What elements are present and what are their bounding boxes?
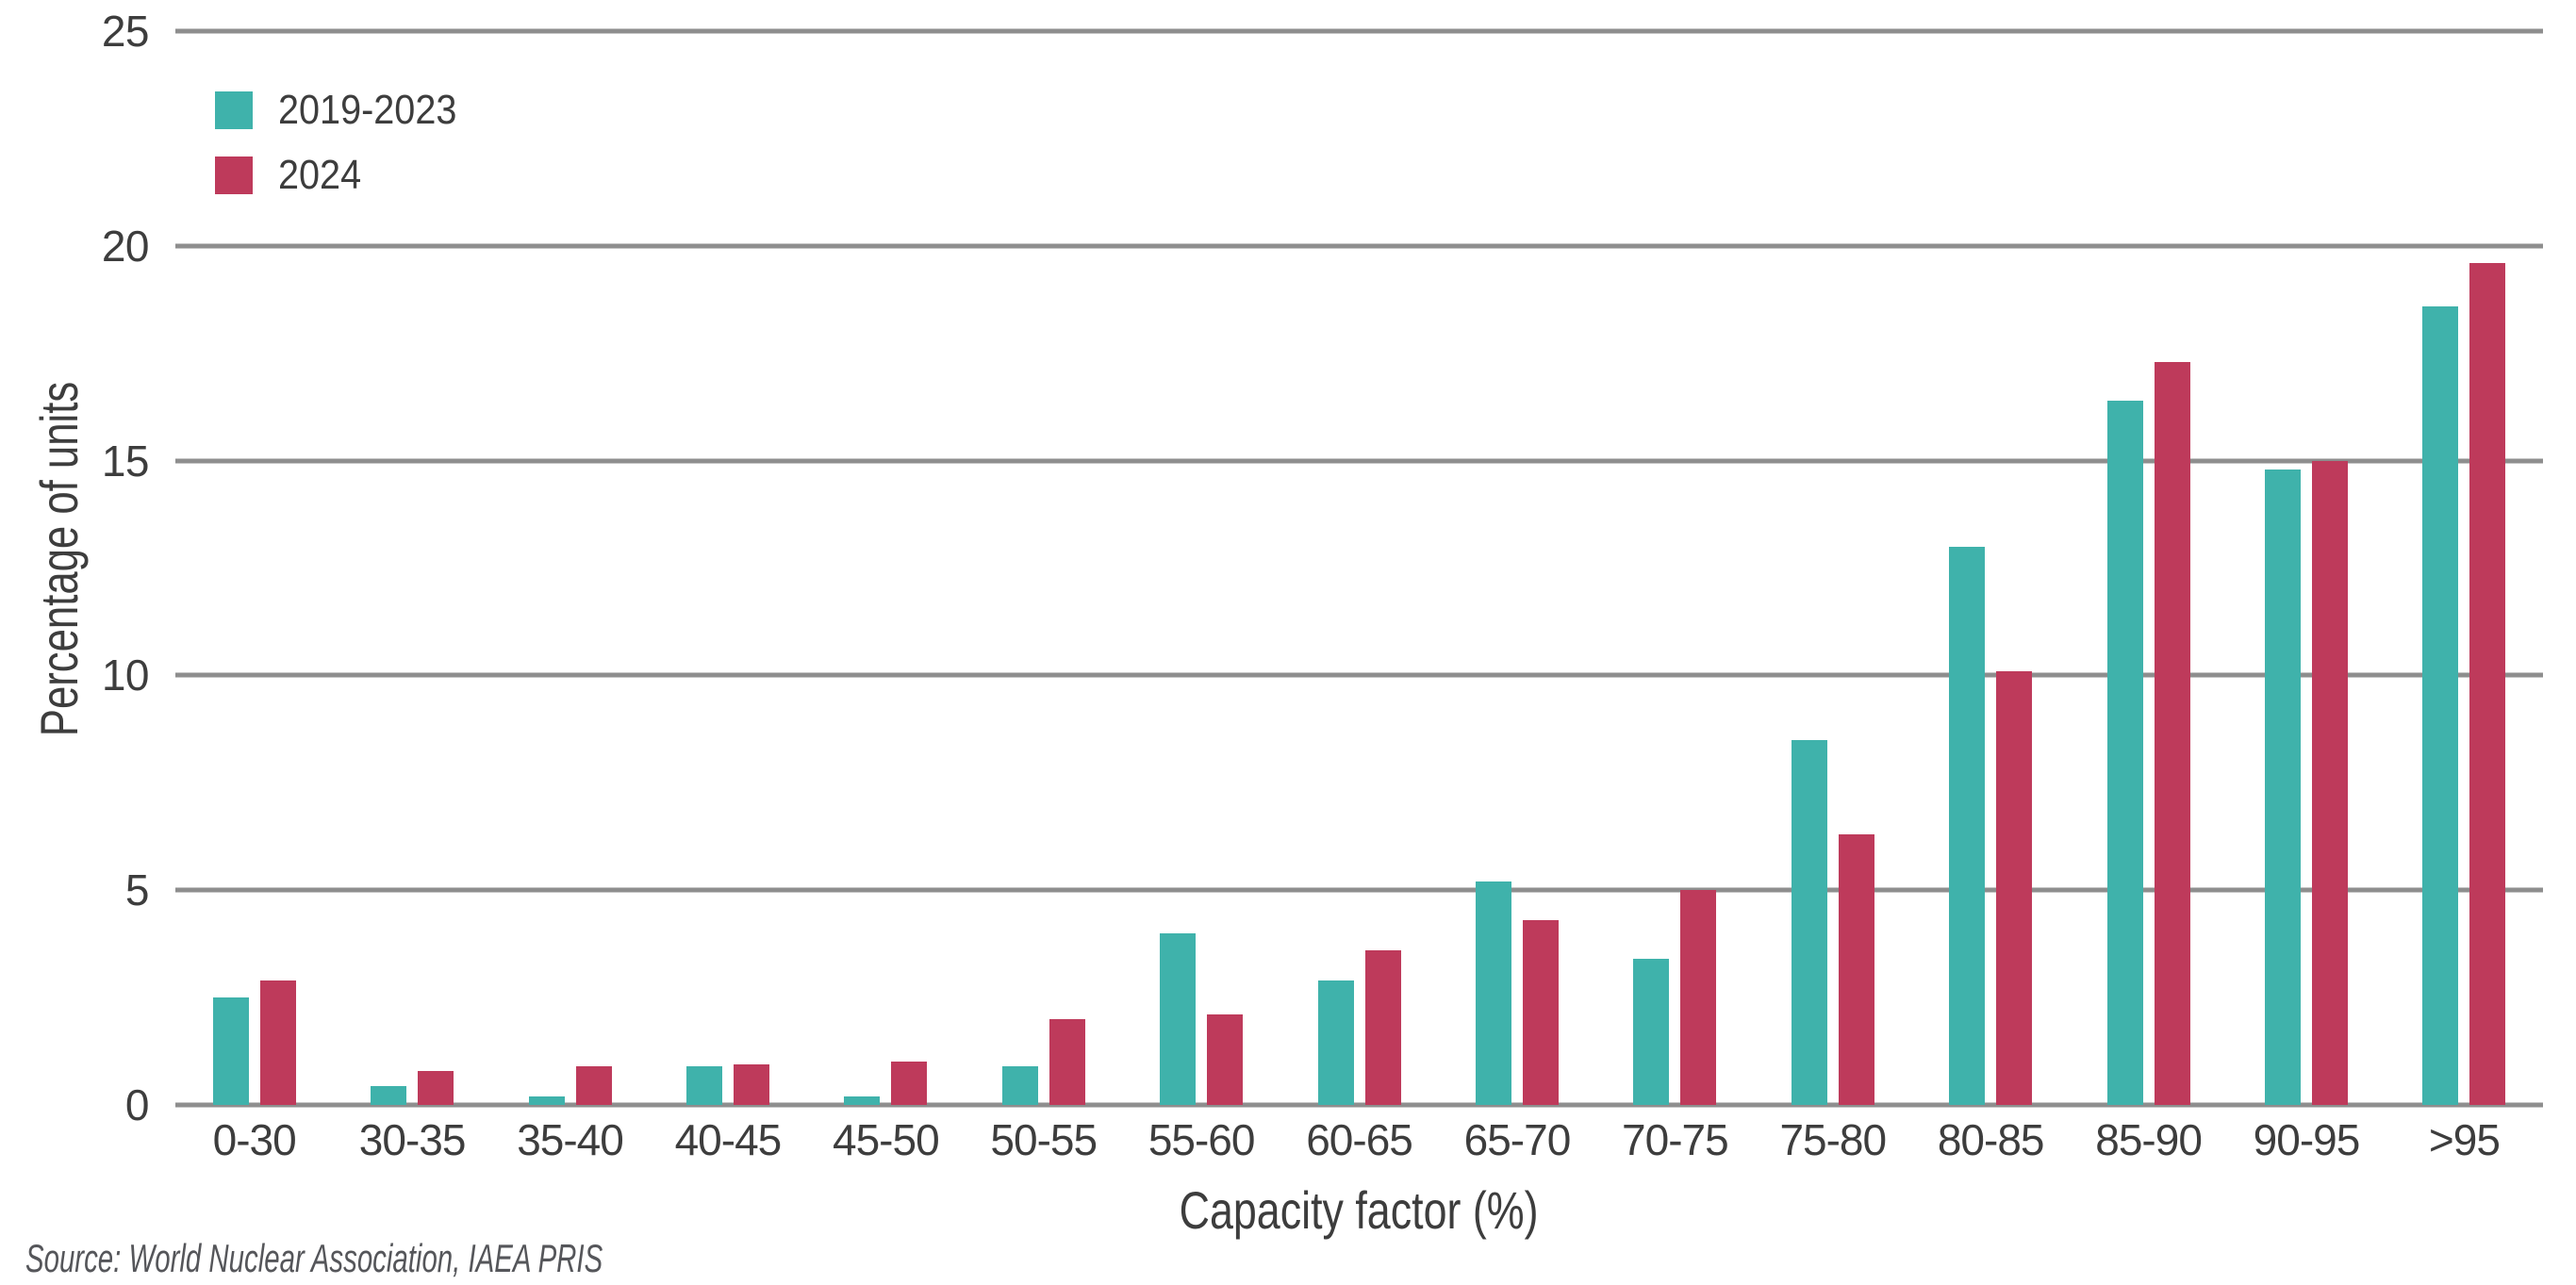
bar-2019-2023->95 [2422,305,2459,1105]
bar-2019-2023-50-55 [1001,1066,1038,1105]
bar-groups [175,31,2543,1105]
gridline-y-5 [175,887,2543,893]
y-tick-label-25: 25 [101,7,150,56]
gridline-y-20 [175,243,2543,249]
legend-swatch [215,157,253,194]
bar-2019-2023-45-50 [844,1096,881,1105]
bar-2019-2023-70-75 [1633,959,1670,1105]
x-axis-ticks: 0-30 30-35 35-40 40-45 45-50 50-55 55-60 60-65 6… [175,1118,2543,1161]
bar-group-80-85 [1911,31,2069,1105]
legend-item-2024: 2024 [215,155,476,196]
bar-2019-2023-60-65 [1317,980,1354,1105]
bar-2019-2023-30-35 [371,1085,407,1105]
source-note: Source: World Nuclear Association, IAEA … [25,1236,603,1280]
x-tick-label-65-70: 65-70 [1463,1115,1572,1164]
bar-group-35-40 [491,31,649,1105]
bar-2024-75-80 [1838,833,1874,1105]
bar-2024-50-55 [1049,1018,1085,1105]
legend-item-2019-2023: 2019-2023 [215,90,476,131]
gridline-y-15 [175,458,2543,464]
bar-2019-2023-55-60 [1160,932,1197,1105]
legend-swatch [215,91,253,129]
bar-2019-2023-85-90 [2106,400,2143,1105]
bar-2024-85-90 [2154,361,2190,1105]
bar-2024->95 [2469,263,2506,1105]
x-tick-label->95: >95 [2428,1115,2501,1164]
y-tick-label-20: 20 [101,221,150,271]
bar-2019-2023-35-40 [528,1096,565,1105]
bar-2019-2023-40-45 [685,1066,722,1105]
x-tick-label-45-50: 45-50 [833,1115,940,1164]
y-tick-label-10: 10 [101,651,150,700]
bar-2024-40-45 [733,1063,769,1105]
bar-2019-2023-0-30 [212,997,249,1105]
bar-2024-80-85 [1996,670,2033,1105]
gridline-y-10 [175,672,2543,678]
x-tick-label-35-40: 35-40 [517,1115,624,1164]
gridline-y-25 [175,28,2543,34]
bar-group-0-30 [175,31,333,1105]
x-tick-label-70-75: 70-75 [1622,1115,1729,1164]
bar-group-75-80 [1754,31,1911,1105]
y-tick-label-15: 15 [101,436,150,486]
x-tick-label-55-60: 55-60 [1148,1115,1256,1164]
x-tick-label-80-85: 80-85 [1937,1115,2045,1164]
x-tick-label-0-30: 0-30 [212,1115,297,1164]
x-tick-label-85-90: 85-90 [2095,1115,2203,1164]
y-axis-ticks: 25 20 15 10 5 0 [0,9,162,1127]
bar-group-85-90 [2070,31,2227,1105]
gridline-y-0 [175,1102,2543,1108]
bar-2024-45-50 [891,1062,928,1105]
bar-group-30-35 [333,31,490,1105]
x-tick-label-40-45: 40-45 [674,1115,783,1164]
x-tick-label-75-80: 75-80 [1779,1115,1887,1164]
bar-group->95 [2386,31,2543,1105]
bar-2024-0-30 [259,980,296,1105]
bar-2024-60-65 [1364,949,1401,1105]
bar-2024-65-70 [1522,920,1559,1105]
bar-2024-35-40 [575,1066,612,1105]
x-axis-title: Capacity factor (%) [1180,1180,1539,1240]
bar-group-40-45 [649,31,806,1105]
bar-2024-90-95 [2311,460,2348,1105]
bar-2024-70-75 [1680,890,1717,1105]
legend-label: 2019-2023 [278,87,457,133]
bar-2019-2023-75-80 [1791,739,1827,1105]
y-tick-label-5: 5 [124,865,150,915]
bar-group-70-75 [1596,31,1754,1105]
plot-area [175,28,2543,1108]
bar-group-90-95 [2227,31,2385,1105]
legend-label: 2024 [278,152,362,198]
bar-group-45-50 [807,31,965,1105]
x-tick-label-30-35: 30-35 [358,1115,467,1164]
y-tick-label-0: 0 [124,1080,150,1129]
bar-group-55-60 [1122,31,1280,1105]
bar-2024-30-35 [418,1070,454,1105]
x-axis-title-wrap: Capacity factor (%) [175,1184,2543,1237]
bar-2019-2023-65-70 [1475,881,1511,1105]
x-tick-label-90-95: 90-95 [2253,1115,2361,1164]
x-tick-label-50-55: 50-55 [990,1115,1098,1164]
legend: 2019-2023 2024 [215,90,476,196]
bar-group-60-65 [1280,31,1438,1105]
bar-2024-55-60 [1207,1014,1244,1105]
y-axis-title: Percentage of units [29,381,89,737]
bar-2019-2023-90-95 [2264,469,2301,1105]
bar-2019-2023-80-85 [1949,546,1986,1105]
bar-group-65-70 [1438,31,1595,1105]
bar-group-50-55 [965,31,1122,1105]
x-tick-label-60-65: 60-65 [1306,1115,1413,1164]
